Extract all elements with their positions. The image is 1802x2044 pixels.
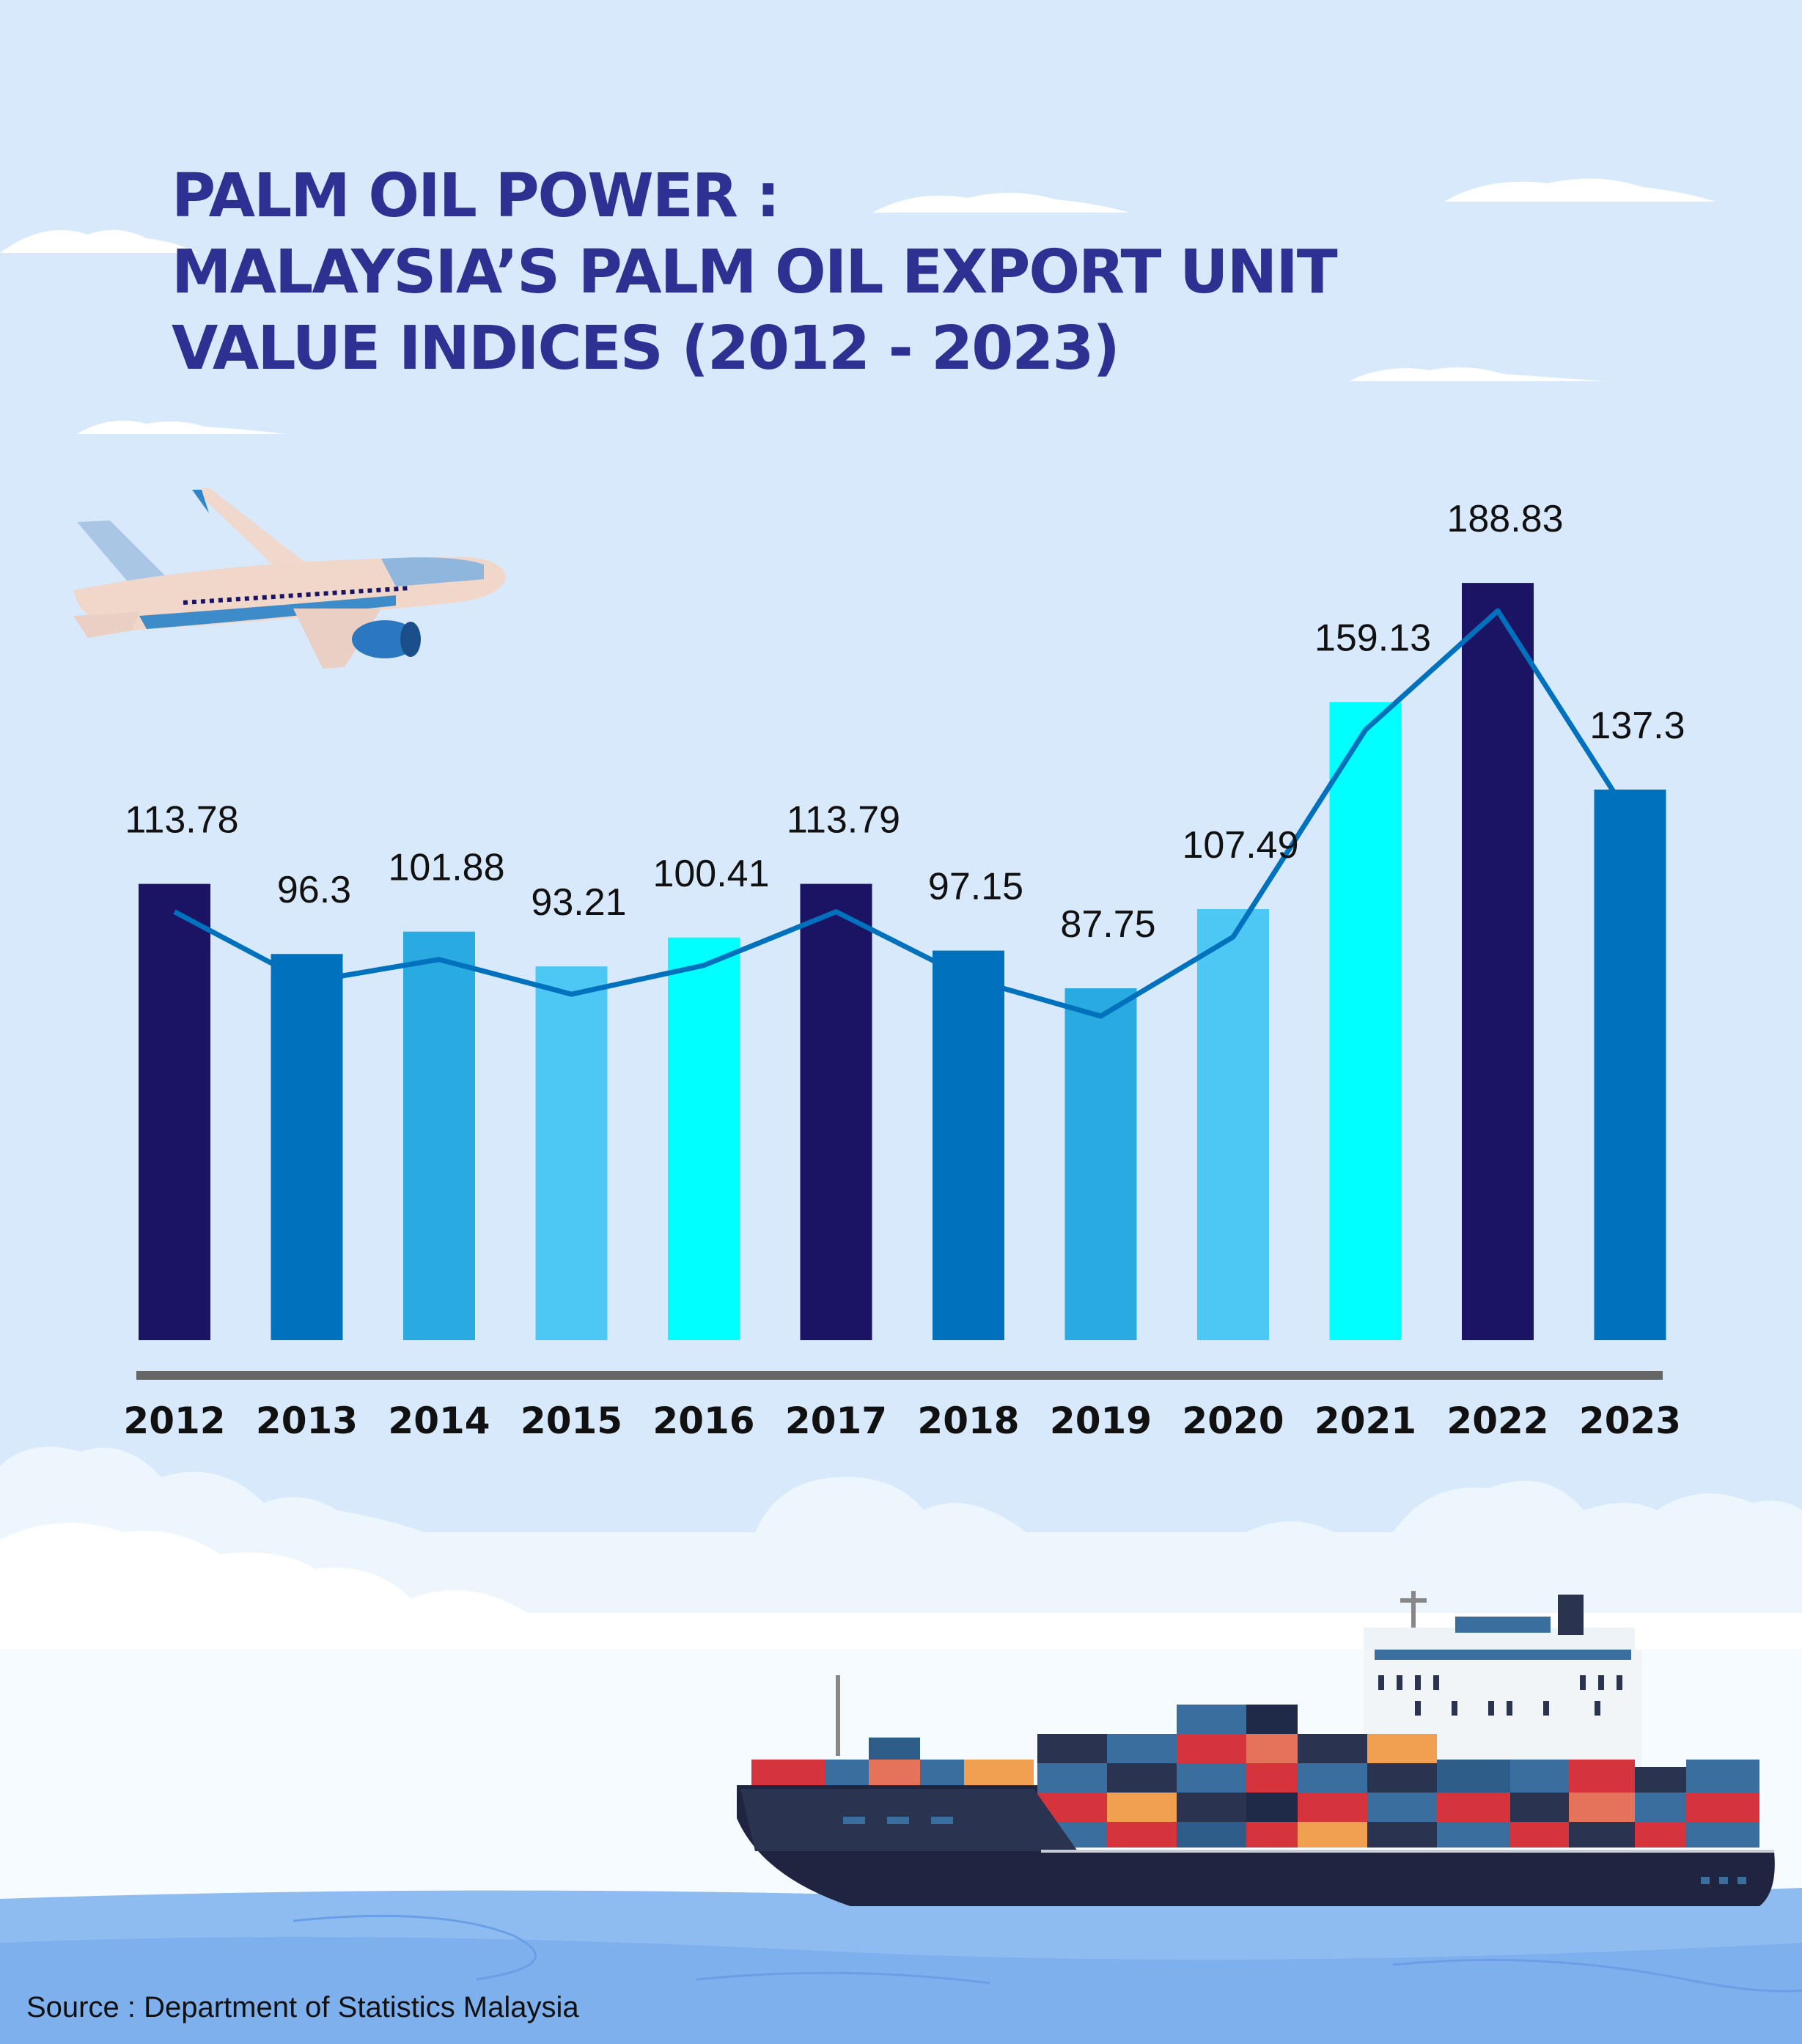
x-tick-label-2023: 2023 <box>1579 1400 1681 1442</box>
trend-line <box>173 608 1633 1019</box>
bar-2015 <box>535 966 608 1340</box>
bar-2012 <box>139 883 210 1340</box>
x-tick-label-2014: 2014 <box>388 1400 490 1442</box>
bar-2023 <box>1594 789 1666 1340</box>
x-tick-label-2018: 2018 <box>917 1400 1019 1442</box>
value-label-2022: 188.83 <box>1446 498 1563 540</box>
airplane-illustration <box>73 488 506 669</box>
value-label-2015: 93.21 <box>531 881 626 924</box>
value-label-2019: 87.75 <box>1060 903 1155 946</box>
x-tick-labels-group: 2012 2013 2014 2015 2016 2017 2018 2019 2020 2021… <box>123 1400 1681 1442</box>
bar-2022 <box>1462 583 1534 1341</box>
title-line-1: PALM OIL POWER : <box>172 161 780 231</box>
x-tick-label-2017: 2017 <box>785 1400 887 1442</box>
value-label-2020: 107.49 <box>1182 824 1298 867</box>
value-label-2014: 101.88 <box>388 847 504 889</box>
container-ship-illustration <box>737 1591 1775 1906</box>
x-tick-label-2020: 2020 <box>1182 1400 1284 1442</box>
bar-2017 <box>800 883 872 1340</box>
value-labels-group: 113.78 96.3 101.88 93.21 100.41 113.79 97.15 87… <box>125 498 1685 946</box>
x-tick-label-2012: 2012 <box>123 1400 225 1442</box>
value-label-2012: 113.78 <box>125 799 238 842</box>
x-tick-label-2021: 2021 <box>1314 1400 1416 1442</box>
title-line-2: MALAYSIA’S PALM OIL EXPORT UNIT <box>172 238 1338 307</box>
bar-2013 <box>271 954 343 1340</box>
bar-2018 <box>933 950 1004 1340</box>
value-label-2023: 137.3 <box>1589 705 1685 747</box>
x-tick-label-2015: 2015 <box>521 1400 622 1442</box>
bars-group <box>139 583 1666 1341</box>
value-label-2018: 97.15 <box>928 866 1023 908</box>
title-line-3: VALUE INDICES (2012 - 2023) <box>172 314 1120 383</box>
bar-2014 <box>403 931 475 1340</box>
value-label-2016: 100.41 <box>652 853 769 895</box>
x-axis-line <box>136 1371 1663 1380</box>
value-label-2021: 159.13 <box>1314 617 1431 660</box>
bar-2016 <box>668 937 740 1340</box>
sky-clouds <box>0 178 1715 434</box>
bar-2020 <box>1197 909 1269 1340</box>
x-tick-label-2022: 2022 <box>1446 1400 1548 1442</box>
x-tick-label-2019: 2019 <box>1050 1400 1152 1442</box>
source-note: Source : Department of Statistics Malays… <box>26 1991 579 2023</box>
x-tick-label-2013: 2013 <box>256 1400 358 1442</box>
bar-2019 <box>1064 988 1137 1340</box>
x-tick-label-2016: 2016 <box>652 1400 754 1442</box>
value-label-2017: 113.79 <box>787 799 900 842</box>
value-label-2013: 96.3 <box>277 869 351 911</box>
sea-illustration <box>0 1888 1802 2044</box>
bar-2021 <box>1329 702 1402 1340</box>
